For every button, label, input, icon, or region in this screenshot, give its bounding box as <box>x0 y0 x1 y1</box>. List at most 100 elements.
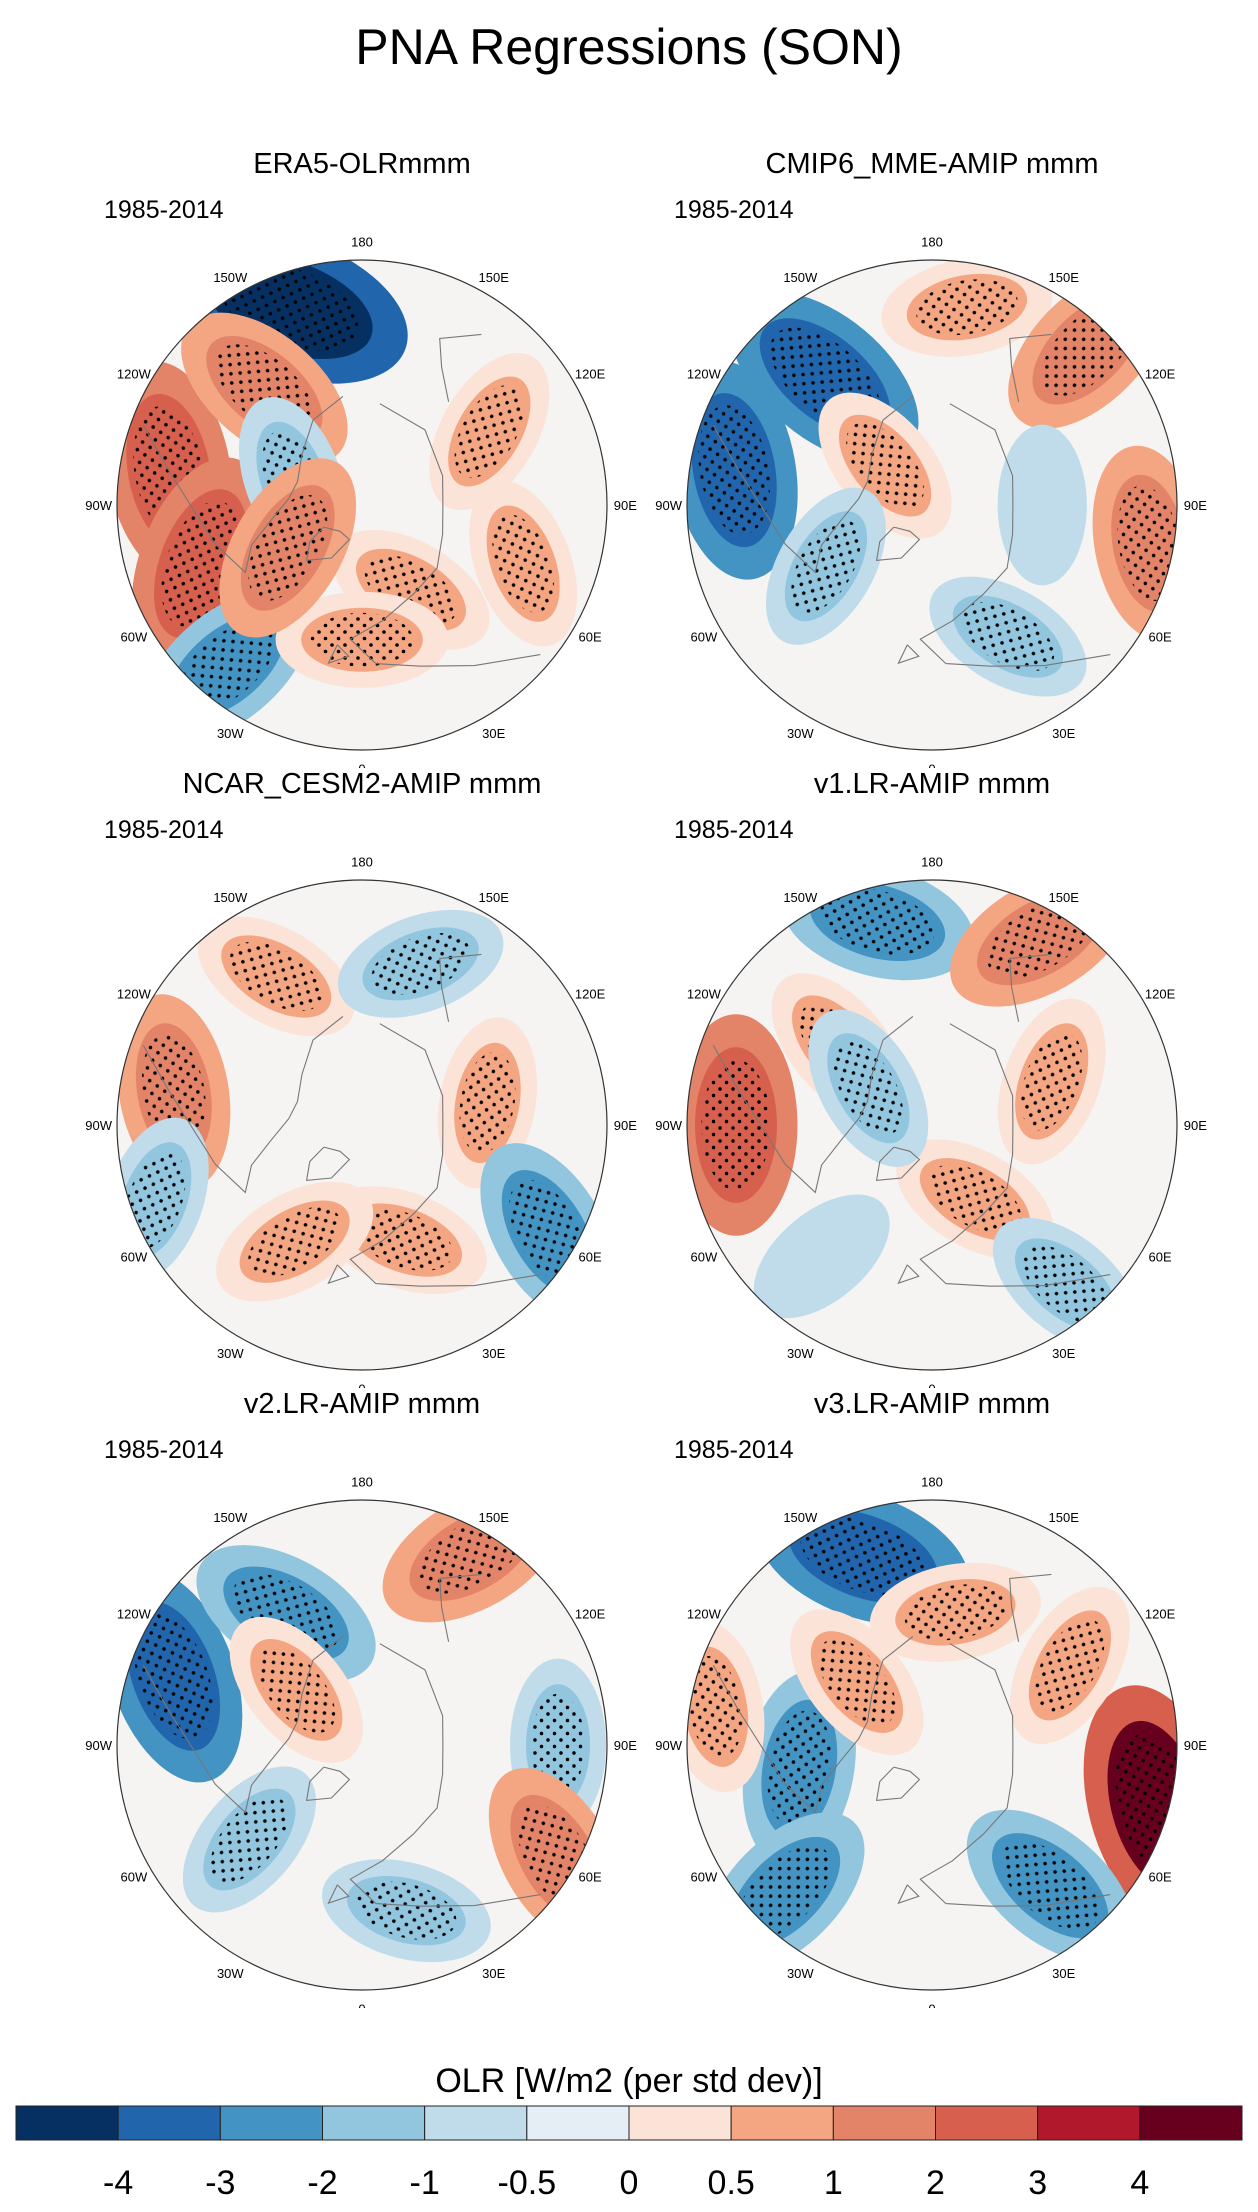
significance-stipple <box>177 622 276 711</box>
significance-stipple <box>767 1710 832 1827</box>
longitude-label: 60W <box>121 1870 148 1885</box>
anomaly-core <box>774 1213 870 1300</box>
panel-5: v2.LR-AMIP mmm 1985-2014 180 150E 120E 90E 6… <box>82 1388 642 2008</box>
panel-title: v3.LR-AMIP mmm <box>813 1388 1051 1420</box>
longitude-label: 150W <box>213 270 248 285</box>
colorbar-swatch <box>15 2105 119 2141</box>
longitude-label: 150W <box>783 1510 818 1525</box>
significance-stipple <box>738 1845 832 1939</box>
significance-stipple <box>459 1052 516 1154</box>
map-field <box>117 1500 607 1990</box>
longitude-label: 90W <box>655 1738 682 1753</box>
colorbar-swatch <box>117 2105 221 2141</box>
polar-map: 180 150E 120E 90E 60E 30E 0 30W 60W 90W 120W 150W <box>85 1475 637 2008</box>
colorbar-tick-label: 3 <box>1028 2164 1047 2202</box>
map-boundary <box>686 879 1178 1371</box>
map-boundary <box>116 1499 608 1991</box>
significance-stipple <box>701 1059 771 1191</box>
significance-stipple <box>229 941 323 1012</box>
panel-period: 1985-2014 <box>674 816 794 844</box>
longitude-label: 120W <box>117 986 152 1001</box>
longitude-label: 120W <box>117 366 152 381</box>
longitude-label: 90W <box>655 1118 682 1133</box>
significance-stipple <box>961 601 1055 672</box>
significance-stipple <box>248 495 328 601</box>
significance-stipple <box>364 555 458 625</box>
longitude-label: 150W <box>213 1510 248 1525</box>
significance-stipple <box>531 1693 585 1797</box>
panel-period: 1985-2014 <box>104 816 224 844</box>
colorbar-tick-label: 0.5 <box>708 2164 755 2202</box>
significance-stipple <box>1023 1245 1109 1324</box>
longitude-label: 180 <box>921 855 943 870</box>
colorbar-swatch <box>832 2105 936 2141</box>
longitude-label: 60W <box>121 630 148 645</box>
panel-2: CMIP6_MME-AMIP mmm 1985-2014 180 150E 120E… <box>652 148 1212 768</box>
polar-map: 180 150E 120E 90E 60E 30E 0 30W 60W 90W 120W 150W <box>655 855 1207 1388</box>
colorbar-swatch <box>1037 2105 1141 2141</box>
longitude-label: 150E <box>479 270 510 285</box>
longitude-label: 60E <box>1149 1870 1172 1885</box>
map-field <box>687 1500 1177 1990</box>
figure-title: PNA Regressions (SON) <box>355 19 903 75</box>
panel-period: 1985-2014 <box>674 1436 794 1464</box>
map-boundary <box>116 259 608 751</box>
significance-stipple <box>257 1647 336 1733</box>
colorbar-tick-label: -4 <box>103 2164 133 2202</box>
longitude-label: 30E <box>482 726 505 741</box>
significance-stipple <box>846 422 924 509</box>
significance-stipple <box>233 1573 339 1653</box>
colorbar-tick-label: -0.5 <box>498 2164 557 2202</box>
longitude-label: 30W <box>217 1346 244 1361</box>
significance-stipple <box>141 1034 206 1150</box>
colorbar-label: OLR [W/m2 (per std dev)] <box>435 2062 823 2100</box>
longitude-label: 150W <box>783 270 818 285</box>
polar-map: 180 150E 120E 90E 60E 30E 0 30W 60W 90W 120W 150W <box>655 1475 1207 2008</box>
longitude-label: 180 <box>351 235 373 250</box>
panel-period: 1985-2014 <box>104 196 224 224</box>
colorbar-swatch <box>935 2105 1039 2141</box>
panel-6: v3.LR-AMIP mmm 1985-2014 180 150E 120E 90E 6… <box>652 1388 1212 2008</box>
longitude-label: 90W <box>85 498 112 513</box>
longitude-label: 150E <box>1049 270 1080 285</box>
longitude-label: 60W <box>691 1870 718 1885</box>
longitude-label: 180 <box>921 1475 943 1490</box>
longitude-label: 60E <box>579 1870 602 1885</box>
significance-stipple <box>354 1209 453 1271</box>
longitude-label: 0 <box>358 761 365 768</box>
map-field <box>687 260 1177 750</box>
longitude-label: 0 <box>928 761 935 768</box>
polar-map: 180 150E 120E 90E 60E 30E 0 30W 60W 90W 120W 150W <box>655 235 1207 768</box>
longitude-label: 90W <box>85 1118 112 1133</box>
coastlines <box>712 333 1111 667</box>
significance-stipple <box>791 519 861 613</box>
longitude-label: 150W <box>213 890 248 905</box>
longitude-label: 150E <box>479 1510 510 1525</box>
longitude-label: 30E <box>1052 1966 1075 1981</box>
map-field <box>117 880 607 1370</box>
longitude-label: 90E <box>614 1738 637 1753</box>
longitude-label: 60E <box>1149 1250 1172 1265</box>
colorbar-swatch <box>628 2105 732 2141</box>
significance-stipple <box>248 1207 341 1277</box>
significance-stipple <box>124 1151 186 1250</box>
longitude-label: 90W <box>655 498 682 513</box>
longitude-label: 150E <box>1049 890 1080 905</box>
significance-stipple <box>371 933 470 995</box>
longitude-label: 120W <box>687 1606 722 1621</box>
longitude-label: 120E <box>575 986 606 1001</box>
panel-period: 1985-2014 <box>104 1436 224 1464</box>
longitude-label: 0 <box>928 2001 935 2008</box>
longitude-label: 30W <box>787 1966 814 1981</box>
significance-stipple <box>820 888 935 955</box>
longitude-label: 120E <box>1145 986 1176 1001</box>
panel-title: v1.LR-AMIP mmm <box>813 768 1051 800</box>
longitude-label: 180 <box>921 235 943 250</box>
longitude-label: 60W <box>121 1250 148 1265</box>
significance-stipple <box>1035 1619 1105 1712</box>
longitude-label: 150E <box>1049 1510 1080 1525</box>
polar-map: 180 150E 120E 90E 60E 30E 0 30W 60W 90W 120W 150W <box>85 855 637 1388</box>
significance-stipple <box>210 1796 289 1883</box>
significance-stipple <box>687 1656 743 1758</box>
significance-stipple <box>310 612 414 667</box>
